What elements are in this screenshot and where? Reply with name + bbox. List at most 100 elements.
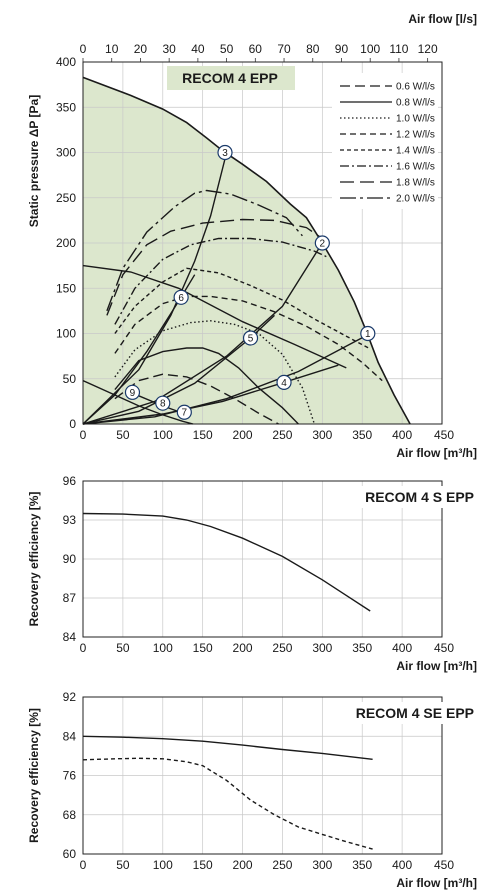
series-line-0 bbox=[114, 373, 279, 425]
curve-marker-label: 9 bbox=[130, 388, 136, 399]
y-tick-label: 150 bbox=[56, 281, 76, 295]
y-tick-label: 92 bbox=[63, 690, 77, 704]
series-line-0 bbox=[82, 512, 371, 612]
chart-title: RECOM 4 SE EPP bbox=[356, 705, 474, 721]
legend-label: 0.6 W/l/s bbox=[396, 82, 435, 93]
x-tick-label: 0 bbox=[80, 858, 87, 872]
x2-tick-label: 120 bbox=[418, 42, 438, 56]
x2-tick-label: 0 bbox=[80, 42, 87, 56]
plot-frame bbox=[82, 480, 443, 638]
chart-title-bg bbox=[336, 702, 476, 724]
x-tick-label: 50 bbox=[116, 858, 130, 872]
x2-tick-label: 70 bbox=[277, 42, 291, 56]
chart-title: RECOM 4 EPP bbox=[182, 70, 278, 86]
x-tick-label: 200 bbox=[233, 858, 253, 872]
y-tick-label: 400 bbox=[56, 55, 76, 69]
system-curve-duct-8 bbox=[82, 264, 347, 369]
x2-tick-label: 90 bbox=[335, 42, 349, 56]
chart-title-bg bbox=[167, 66, 295, 90]
y-tick-label: 60 bbox=[63, 847, 77, 861]
curve-marker bbox=[176, 404, 192, 420]
y-tick-label: 84 bbox=[63, 630, 77, 644]
x-tick-label: 250 bbox=[272, 428, 292, 442]
curve-marker bbox=[217, 144, 233, 161]
y-tick-label: 84 bbox=[63, 729, 77, 743]
curve-marker-label: 3 bbox=[222, 148, 228, 159]
x-tick-label: 450 bbox=[434, 428, 454, 442]
series-line-1 bbox=[82, 757, 373, 850]
y-tick-label: 93 bbox=[63, 513, 77, 527]
y-tick-label: 68 bbox=[63, 808, 77, 822]
x2-tick-label: 100 bbox=[360, 42, 380, 56]
x-tick-label: 50 bbox=[116, 641, 130, 655]
x-tick-label: 250 bbox=[272, 641, 292, 655]
plot-frame bbox=[82, 696, 443, 855]
curve-marker-label: 7 bbox=[182, 408, 188, 419]
x-tick-label: 200 bbox=[233, 641, 253, 655]
x2-tick-label: 60 bbox=[249, 42, 263, 56]
chart-title-bg bbox=[336, 486, 476, 508]
x-axis-label: Air flow [m³/h] bbox=[396, 876, 477, 890]
curve-marker-label: 1 bbox=[365, 329, 371, 340]
curve-marker-label: 8 bbox=[160, 399, 166, 410]
x-tick-label: 350 bbox=[352, 858, 372, 872]
system-curve-duct-4 bbox=[82, 364, 339, 425]
x-tick-label: 100 bbox=[153, 858, 173, 872]
x-tick-label: 0 bbox=[80, 641, 87, 655]
y-tick-label: 90 bbox=[63, 552, 77, 566]
series-line-1 bbox=[114, 347, 299, 425]
plot-frame bbox=[82, 61, 443, 425]
x-tick-label: 350 bbox=[352, 641, 372, 655]
x-tick-label: 350 bbox=[352, 428, 372, 442]
system-curve-duct-3 bbox=[82, 152, 228, 425]
x-tick-label: 450 bbox=[434, 858, 454, 872]
y-tick-label: 300 bbox=[56, 146, 76, 160]
curve-marker bbox=[124, 384, 141, 400]
x-tick-label: 250 bbox=[272, 858, 292, 872]
x-tick-label: 150 bbox=[193, 641, 213, 655]
curve-marker bbox=[360, 325, 376, 342]
x-tick-label: 400 bbox=[392, 641, 412, 655]
curve-marker-label: 6 bbox=[178, 293, 184, 304]
curve-marker bbox=[314, 235, 330, 251]
x-tick-label: 50 bbox=[116, 428, 130, 442]
y-tick-label: 100 bbox=[56, 327, 76, 341]
x-tick-label: 300 bbox=[312, 641, 332, 655]
efficiency-chart-se: 0 50 100 150 200 250 300 350 400 450 60 68 76 84 92 Air… bbox=[27, 690, 477, 890]
x2-tick-label: 20 bbox=[134, 42, 148, 56]
y-tick-label: 250 bbox=[56, 191, 76, 205]
legend-label: 1.6 W/l/s bbox=[396, 162, 435, 173]
operating-envelope-fill bbox=[83, 77, 411, 425]
x2-axis-label: Air flow [l/s] bbox=[408, 12, 477, 26]
x-tick-label: 300 bbox=[312, 858, 332, 872]
series-line-4 bbox=[114, 267, 371, 350]
x-tick-label: 450 bbox=[434, 641, 454, 655]
y-tick-label: 0 bbox=[69, 417, 76, 431]
x-axis-label: Air flow [m³/h] bbox=[396, 659, 477, 673]
legend-box bbox=[332, 73, 438, 209]
curve-marker bbox=[242, 330, 259, 346]
curve-marker bbox=[173, 289, 189, 305]
y-tick-label: 87 bbox=[63, 591, 77, 605]
x2-tick-label: 30 bbox=[162, 42, 176, 56]
x2-tick-label: 80 bbox=[306, 42, 320, 56]
x-tick-label: 150 bbox=[193, 858, 213, 872]
series-line-5 bbox=[114, 237, 327, 325]
x-tick-label: 400 bbox=[392, 858, 412, 872]
y-tick-label: 200 bbox=[56, 236, 76, 250]
system-curve-duct-7 bbox=[82, 379, 194, 425]
x-tick-label: 100 bbox=[153, 428, 173, 442]
y-axis-label: Static pressure ΔP [Pa] bbox=[27, 95, 41, 227]
x-tick-label: 300 bbox=[312, 428, 332, 442]
curve-marker bbox=[155, 395, 171, 411]
system-curve-duct-2 bbox=[82, 242, 323, 425]
curve-marker-label: 5 bbox=[248, 334, 254, 345]
legend-label: 1.8 W/l/s bbox=[396, 178, 435, 189]
curve-marker bbox=[276, 374, 292, 390]
x2-tick-label: 10 bbox=[105, 42, 119, 56]
y-axis-label: Recovery efficiency [%] bbox=[27, 708, 41, 843]
system-curve-duct-1 bbox=[82, 332, 371, 425]
x2-tick-label: 50 bbox=[220, 42, 234, 56]
